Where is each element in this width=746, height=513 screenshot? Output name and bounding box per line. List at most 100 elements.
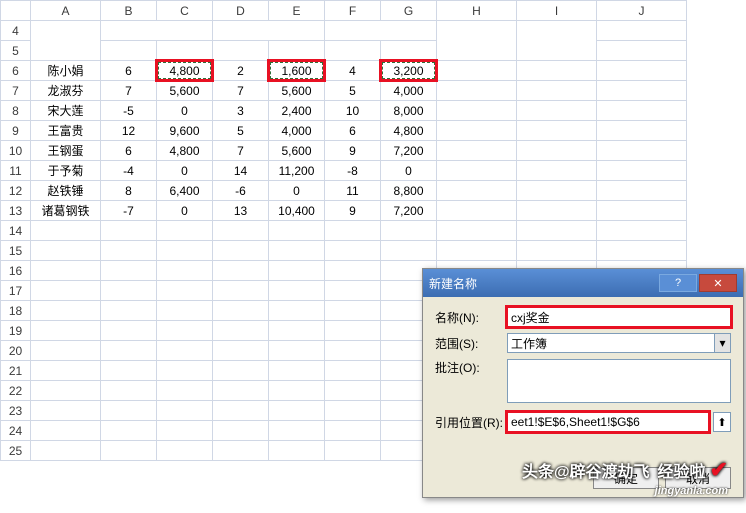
help-icon[interactable]: ? <box>659 274 697 292</box>
row-header[interactable]: 5 <box>1 41 31 61</box>
cell[interactable] <box>597 201 687 221</box>
cell[interactable] <box>31 421 101 441</box>
cell[interactable] <box>31 261 101 281</box>
header-sub[interactable]: 奖金 <box>269 41 325 61</box>
cell[interactable] <box>213 361 269 381</box>
cell[interactable] <box>31 221 101 241</box>
cell[interactable]: -4 <box>101 161 157 181</box>
cell[interactable] <box>157 261 213 281</box>
cell[interactable] <box>101 221 157 241</box>
cell[interactable] <box>597 21 687 41</box>
cell[interactable] <box>213 221 269 241</box>
cell[interactable] <box>213 321 269 341</box>
row-header[interactable]: 20 <box>1 341 31 361</box>
cell[interactable] <box>157 441 213 461</box>
cell[interactable] <box>325 421 381 441</box>
corner-cell[interactable] <box>1 1 31 21</box>
row-header[interactable]: 4 <box>1 21 31 41</box>
refers-input[interactable] <box>507 412 709 432</box>
cell[interactable]: 10,400 <box>269 201 325 221</box>
name-cell[interactable]: 王富贵 <box>31 121 101 141</box>
cell[interactable] <box>597 81 687 101</box>
cell[interactable]: 7 <box>101 81 157 101</box>
cell[interactable]: 5,600 <box>269 141 325 161</box>
cell[interactable]: 10 <box>325 101 381 121</box>
cell[interactable] <box>269 401 325 421</box>
col-header[interactable]: E <box>269 1 325 21</box>
dialog-titlebar[interactable]: 新建名称 ? ✕ <box>423 269 743 297</box>
cell[interactable] <box>325 401 381 421</box>
cell[interactable] <box>157 381 213 401</box>
cell[interactable] <box>437 81 517 101</box>
cell[interactable] <box>269 321 325 341</box>
cell[interactable] <box>597 101 687 121</box>
cell[interactable]: 6 <box>325 121 381 141</box>
cell[interactable] <box>269 241 325 261</box>
cell[interactable] <box>437 241 517 261</box>
cell[interactable] <box>437 201 517 221</box>
cell[interactable] <box>101 241 157 261</box>
cell[interactable] <box>517 181 597 201</box>
cell[interactable] <box>31 381 101 401</box>
cell[interactable] <box>597 161 687 181</box>
cell[interactable] <box>381 221 437 241</box>
cell[interactable]: 12 <box>101 121 157 141</box>
cell[interactable]: 0 <box>157 201 213 221</box>
cell[interactable]: 9,600 <box>157 121 213 141</box>
cell[interactable] <box>517 61 597 81</box>
cell[interactable]: -6 <box>213 181 269 201</box>
cell[interactable]: 3,200 <box>381 61 437 81</box>
cell[interactable]: 4,000 <box>269 121 325 141</box>
cell[interactable] <box>31 241 101 261</box>
cell[interactable] <box>437 101 517 121</box>
cell[interactable] <box>269 381 325 401</box>
cell[interactable]: 1,600 <box>269 61 325 81</box>
row-header[interactable]: 17 <box>1 281 31 301</box>
cell[interactable] <box>269 361 325 381</box>
cell[interactable] <box>269 441 325 461</box>
header-spark-bonus[interactable]: 奖金迷你图 <box>517 21 597 61</box>
cell[interactable] <box>157 281 213 301</box>
cell[interactable] <box>325 321 381 341</box>
cell[interactable] <box>437 161 517 181</box>
col-header[interactable]: A <box>31 1 101 21</box>
cell[interactable] <box>31 401 101 421</box>
cell[interactable] <box>325 361 381 381</box>
cell[interactable] <box>437 221 517 241</box>
cell[interactable] <box>597 181 687 201</box>
row-header[interactable]: 25 <box>1 441 31 461</box>
cell[interactable]: -8 <box>325 161 381 181</box>
cell[interactable] <box>269 261 325 281</box>
cell[interactable] <box>517 221 597 241</box>
cell[interactable] <box>213 381 269 401</box>
cell[interactable] <box>31 341 101 361</box>
cell[interactable] <box>157 241 213 261</box>
name-cell[interactable]: 王钢蛋 <box>31 141 101 161</box>
cell[interactable] <box>269 341 325 361</box>
cell[interactable] <box>157 301 213 321</box>
name-cell[interactable]: 陈小娟 <box>31 61 101 81</box>
cell[interactable]: 13 <box>213 201 269 221</box>
cell[interactable]: 8 <box>101 181 157 201</box>
cell[interactable] <box>517 141 597 161</box>
cell[interactable] <box>213 441 269 461</box>
cell[interactable] <box>437 121 517 141</box>
cell[interactable] <box>597 241 687 261</box>
cell[interactable] <box>597 121 687 141</box>
cell[interactable] <box>31 361 101 381</box>
cell[interactable] <box>517 201 597 221</box>
cell[interactable] <box>101 441 157 461</box>
cell[interactable]: 5 <box>213 121 269 141</box>
cell[interactable] <box>101 381 157 401</box>
cell[interactable] <box>437 181 517 201</box>
cell[interactable] <box>517 161 597 181</box>
header-sub[interactable]: 奖金 <box>381 41 437 61</box>
cell[interactable]: 0 <box>157 161 213 181</box>
cell[interactable]: 9 <box>325 141 381 161</box>
cell[interactable] <box>157 221 213 241</box>
cell[interactable]: 0 <box>381 161 437 181</box>
cell[interactable] <box>325 241 381 261</box>
cell[interactable]: 4,800 <box>381 121 437 141</box>
cell[interactable] <box>269 421 325 441</box>
header-spark-customer[interactable]: 客户迷你图 <box>437 21 517 61</box>
